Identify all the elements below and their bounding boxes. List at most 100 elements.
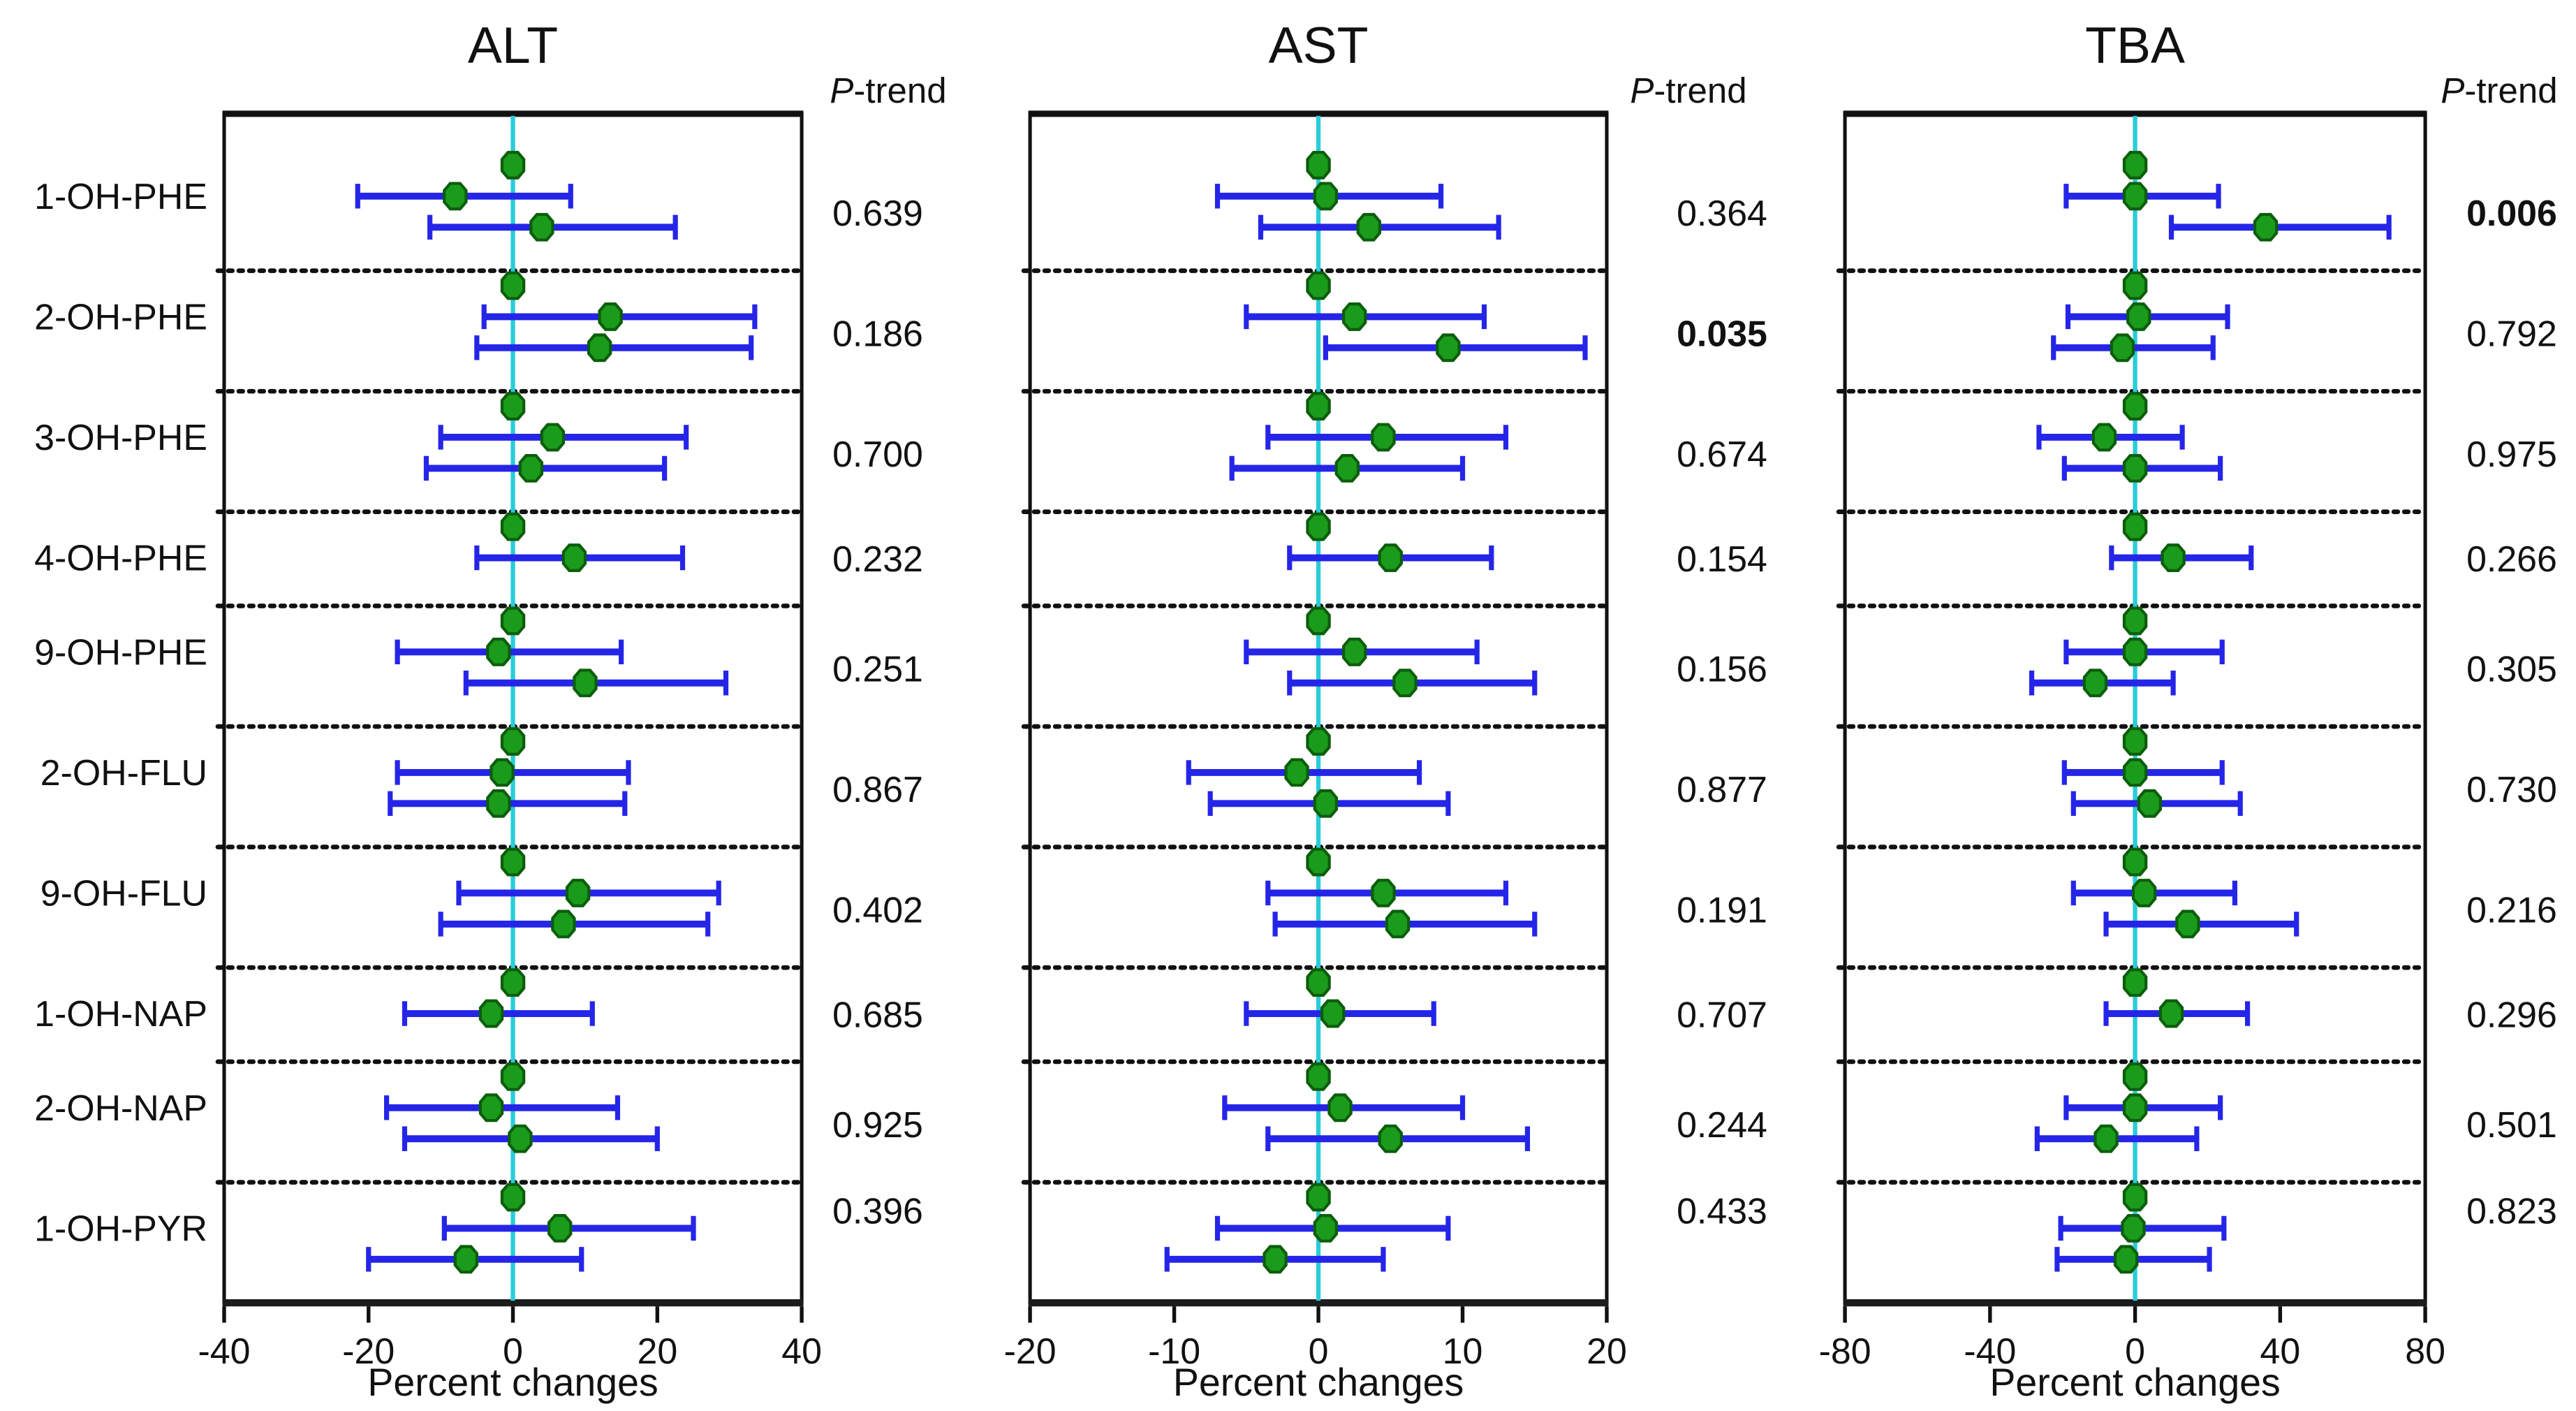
point-marker <box>1284 758 1309 787</box>
point-marker <box>2110 333 2135 363</box>
ptrend-value: 0.975 <box>2466 434 2557 474</box>
point-marker <box>443 182 468 211</box>
ptrend-value: 0.639 <box>832 193 923 233</box>
point-marker <box>486 637 511 666</box>
point-marker <box>1313 789 1339 818</box>
ptrend-value: 0.877 <box>1677 769 1767 810</box>
point-marker <box>1385 909 1411 939</box>
point-marker <box>1313 182 1339 211</box>
x-tick-label: -20 <box>342 1331 395 1371</box>
x-tick-label: 20 <box>1587 1331 1627 1371</box>
x-tick-label: 10 <box>1443 1331 1483 1371</box>
panel-title: TBA <box>2085 16 2185 74</box>
panel-title: ALT <box>468 16 558 74</box>
ref-marker <box>2122 151 2148 180</box>
ref-marker <box>1306 847 1331 877</box>
point-marker <box>2137 789 2163 818</box>
ref-marker <box>500 847 526 877</box>
point-marker <box>547 1213 573 1243</box>
ptrend-value: 0.305 <box>2466 648 2557 689</box>
ref-marker <box>2122 512 2148 541</box>
ptrend-value: 0.266 <box>2466 539 2557 579</box>
x-tick-label: -40 <box>1964 1331 2016 1371</box>
ptrend-value: 0.730 <box>2466 769 2557 810</box>
point-marker <box>540 423 566 452</box>
ref-marker <box>1306 606 1331 636</box>
point-marker <box>1378 1124 1403 1153</box>
point-marker <box>529 212 554 242</box>
ref-marker <box>500 1062 526 1091</box>
point-marker <box>2091 423 2117 452</box>
ptrend-value: 0.433 <box>1677 1190 1767 1231</box>
point-marker <box>551 909 576 939</box>
point-marker <box>587 333 612 363</box>
ptrend-value: 0.501 <box>2466 1104 2557 1145</box>
ptrend-value: 0.674 <box>1677 434 1767 474</box>
point-marker <box>573 668 598 698</box>
ptrend-value: 0.296 <box>2466 995 2557 1035</box>
x-tick-label: 20 <box>637 1331 677 1371</box>
point-marker <box>2082 668 2108 698</box>
row-label: 3-OH-PHE <box>34 417 207 458</box>
ptrend-value: 0.156 <box>1677 648 1767 689</box>
point-marker <box>565 879 591 907</box>
point-marker <box>2161 543 2186 572</box>
point-marker <box>478 1093 504 1123</box>
ptrend-header: P-trend <box>830 71 946 110</box>
ref-marker <box>500 151 526 180</box>
ptrend-value: 0.707 <box>1677 995 1767 1035</box>
ref-marker <box>500 727 526 756</box>
ptrend-header: P-trend <box>1630 71 1746 110</box>
point-marker <box>2131 879 2157 907</box>
ptrend-value: 0.035 <box>1677 313 1767 353</box>
ref-marker <box>500 392 526 421</box>
ref-marker <box>1306 968 1331 997</box>
ref-marker <box>1306 1062 1331 1091</box>
ref-marker <box>2122 727 2148 756</box>
ptrend-value: 0.232 <box>832 539 923 579</box>
point-marker <box>1327 1093 1353 1123</box>
point-marker <box>1356 212 1382 242</box>
point-marker <box>2253 212 2279 242</box>
row-label: 4-OH-PHE <box>34 538 207 578</box>
row-label: 2-OH-PHE <box>34 296 207 337</box>
ptrend-value: 0.925 <box>832 1104 923 1145</box>
ref-marker <box>2122 847 2148 877</box>
ptrend-value: 0.364 <box>1677 193 1767 233</box>
ref-marker <box>1306 1183 1331 1212</box>
point-marker <box>1371 879 1396 907</box>
x-tick-label: 80 <box>2405 1331 2445 1371</box>
x-tick-label: -20 <box>1004 1331 1057 1371</box>
point-marker <box>518 454 544 483</box>
ptrend-value: 0.154 <box>1677 539 1767 579</box>
x-tick-label: -10 <box>1148 1331 1200 1371</box>
ref-marker <box>500 968 526 997</box>
point-marker <box>508 1124 533 1153</box>
x-tick-label: -40 <box>198 1331 251 1371</box>
ref-marker <box>2122 271 2148 300</box>
ptrend-value: 0.792 <box>2466 313 2557 353</box>
ptrend-value: 0.402 <box>832 889 923 930</box>
point-marker <box>1313 1213 1339 1243</box>
point-marker <box>1263 1245 1288 1274</box>
ref-marker <box>2122 968 2148 997</box>
ptrend-value: 0.867 <box>832 769 923 810</box>
point-marker <box>486 789 511 818</box>
ptrend-header: P-trend <box>2441 71 2557 110</box>
point-marker <box>1320 999 1346 1028</box>
point-marker <box>2126 302 2151 331</box>
point-marker <box>2122 637 2148 666</box>
x-axis-label: Percent changes <box>1173 1361 1464 1404</box>
point-marker <box>1436 333 1461 363</box>
point-marker <box>2122 758 2148 787</box>
point-marker <box>2121 1213 2146 1243</box>
point-marker <box>2122 454 2148 483</box>
point-marker <box>598 302 623 331</box>
ref-marker <box>2122 606 2148 636</box>
x-tick-label: 40 <box>781 1331 822 1371</box>
point-marker <box>2158 999 2184 1028</box>
ptrend-value: 0.216 <box>2466 889 2557 930</box>
point-marker <box>1334 454 1360 483</box>
